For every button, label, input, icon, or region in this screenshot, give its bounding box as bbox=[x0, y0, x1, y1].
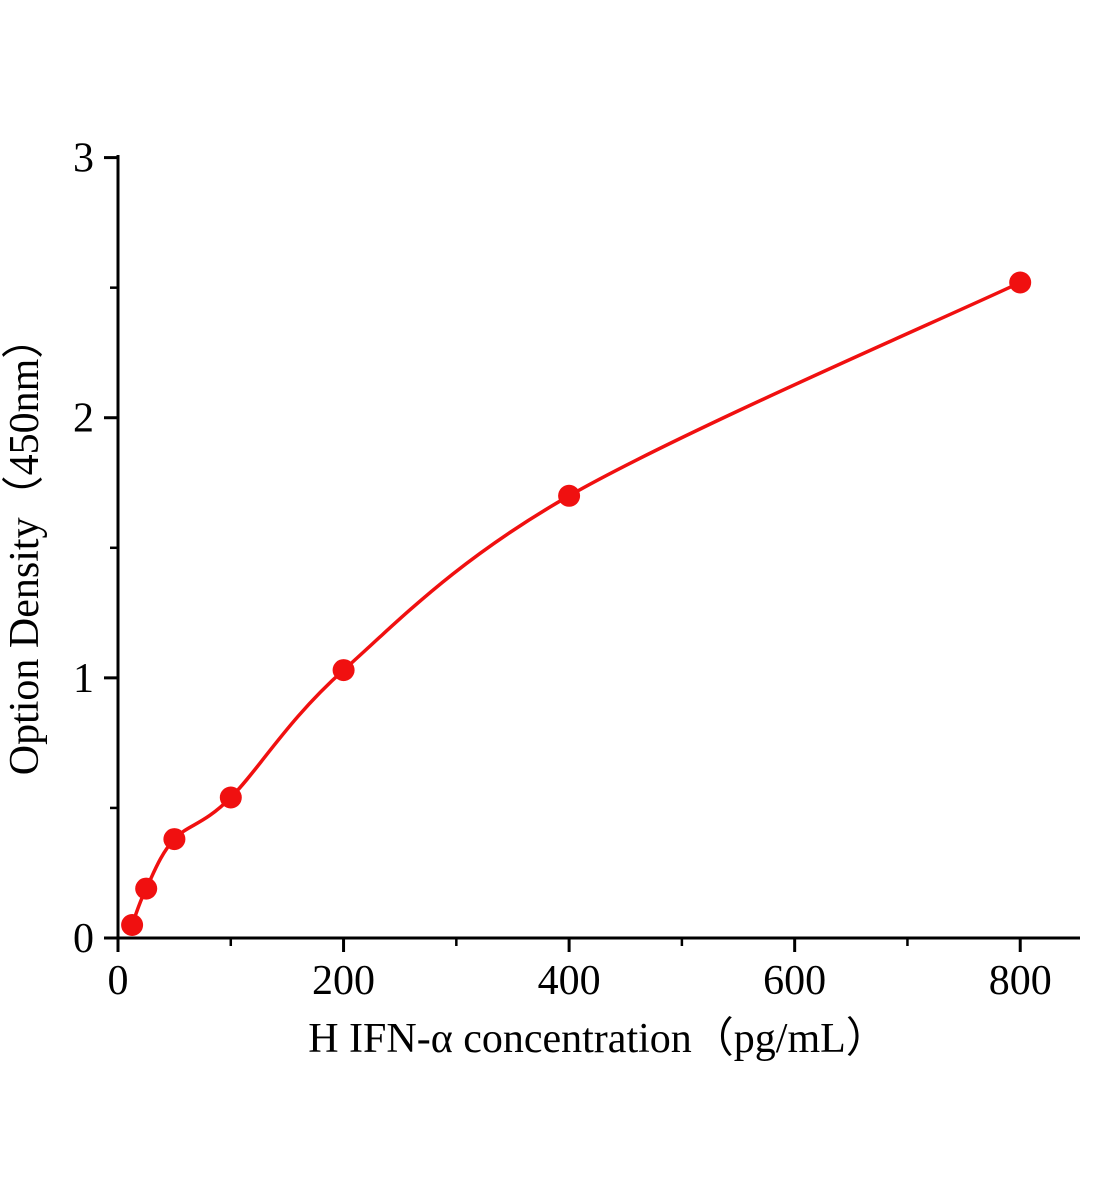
x-axis-tick-label: 800 bbox=[989, 958, 1052, 1004]
chart-generated-layer: 0 200 400 600 800 0 1 2 3 bbox=[73, 136, 1080, 1004]
y-axis-tick-label: 1 bbox=[73, 656, 94, 702]
x-axis-tick-label: 0 bbox=[108, 958, 129, 1004]
x-axis-title: H IFN-α concentration（pg/mL） bbox=[308, 1016, 888, 1062]
y-axis-title: Option Density（450nm） bbox=[2, 317, 48, 776]
y-axis-tick-label: 0 bbox=[73, 916, 94, 962]
data-point bbox=[1009, 271, 1032, 294]
data-point bbox=[135, 877, 158, 900]
y-axis-tick-label: 2 bbox=[73, 396, 94, 442]
data-point bbox=[558, 484, 581, 507]
y-axis-tick-label: 3 bbox=[73, 136, 94, 182]
data-point bbox=[163, 828, 186, 851]
x-axis-tick-label: 400 bbox=[538, 958, 601, 1004]
standard-curve-line bbox=[130, 280, 1022, 927]
data-point bbox=[219, 786, 242, 809]
data-point bbox=[332, 659, 355, 682]
x-axis-tick-label: 600 bbox=[763, 958, 826, 1004]
x-axis-tick-label: 200 bbox=[312, 958, 375, 1004]
data-point bbox=[121, 914, 144, 936]
